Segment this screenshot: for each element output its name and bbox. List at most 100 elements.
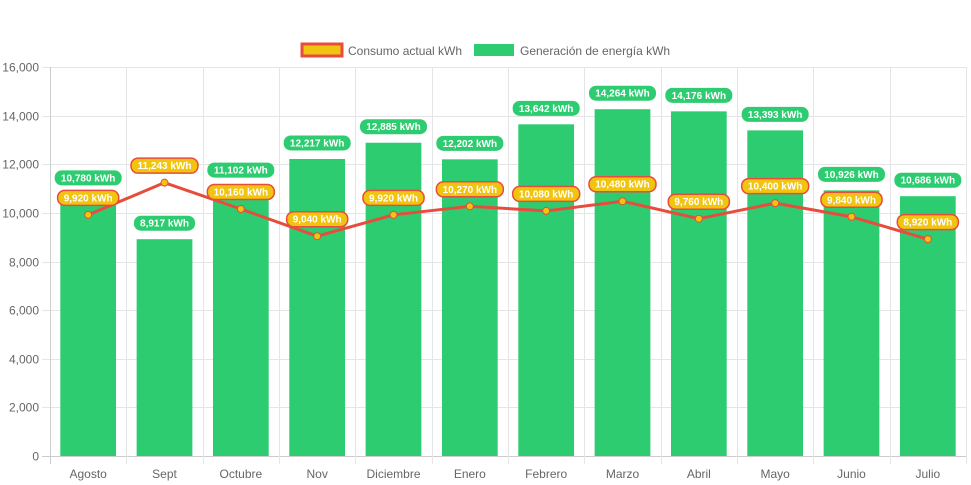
gridlines	[42, 67, 967, 464]
bar-data-label-bg	[512, 100, 580, 116]
legend-swatch-generacion	[474, 44, 514, 56]
x-tick-label: Abril	[687, 467, 711, 481]
bar-data-label-text: 10,926 kWh	[824, 170, 878, 181]
y-tick-label: 12,000	[2, 158, 39, 172]
line-data-label-bg	[285, 210, 349, 228]
line-data-label-text: 9,760 kWh	[674, 197, 723, 208]
line-data-label-text: 10,080 kWh	[519, 189, 573, 200]
line-path	[87, 181, 929, 241]
y-tick-label: 10,000	[2, 207, 39, 221]
bar-data-label-text: 10,686 kWh	[901, 176, 955, 187]
bar-data-label-bg	[894, 172, 962, 188]
bar	[289, 158, 346, 456]
bar	[594, 109, 651, 457]
line-data-label: 11,243 kWh	[130, 157, 199, 174]
line-data-label: 10,080 kWh	[511, 185, 581, 203]
line-data-label: 10,480 kWh	[588, 175, 657, 193]
line-data-label-bg	[362, 189, 425, 207]
legend-item-generacion[interactable]: Generación de energía kWh	[474, 44, 670, 58]
line-data-label-text: 9,920 kWh	[64, 193, 113, 204]
legend-label-generacion: Generación de energía kWh	[520, 44, 670, 58]
line-point	[542, 206, 551, 215]
bar-data-label-bg	[133, 215, 196, 231]
line-data-label: 9,920 kWh	[56, 189, 120, 207]
line-point	[923, 235, 932, 244]
bar-series-generacion	[60, 109, 956, 457]
bar-data-label-bg	[283, 135, 351, 151]
bar-data-label: 14,264 kWh	[589, 85, 656, 101]
bar-data-label-bg	[207, 162, 275, 178]
line-data-label: 10,160 kWh	[206, 183, 276, 201]
bar-data-label-text: 12,217 kWh	[290, 138, 344, 149]
bar-data-label: 10,926 kWh	[818, 166, 885, 182]
y-axis: 0 2,000 4,000 6,000 8,000 10,000 12,000 14,000 1…	[2, 61, 39, 464]
bar-data-label-text: 13,642 kWh	[519, 104, 573, 115]
line-point	[313, 232, 322, 241]
bar-data-label: 13,393 kWh	[741, 106, 809, 122]
bar-data-labels: 10,780 kWh 8,917 kWh 11,102 kWh 12,217 kWh 1…	[54, 85, 962, 231]
line-data-label-bg	[820, 191, 883, 209]
line-data-label-text: 10,270 kWh	[443, 185, 497, 196]
line-data-label: 9,040 kWh	[285, 210, 349, 228]
bar-data-label-bg	[665, 87, 733, 103]
bar-data-label-text: 8,917 kWh	[140, 219, 189, 230]
bar-data-label-text: 13,393 kWh	[748, 110, 802, 121]
bar-data-label: 12,202 kWh	[436, 135, 504, 151]
bar	[60, 193, 117, 456]
bar-data-label-text: 10,780 kWh	[61, 173, 115, 184]
bar-data-label: 13,642 kWh	[512, 100, 580, 116]
line-data-label-bg	[740, 177, 810, 195]
bar-data-label-text: 12,885 kWh	[366, 122, 420, 133]
line-point	[160, 178, 169, 187]
line-point	[771, 199, 780, 208]
bar-data-label-bg	[54, 170, 122, 186]
y-tick-label: 8,000	[9, 256, 39, 270]
line-data-labels: 9,920 kWh 11,243 kWh 10,160 kWh 9,040 kWh 9,…	[56, 157, 960, 231]
line-point	[465, 202, 474, 211]
line-data-label-bg	[588, 175, 657, 193]
line-data-label: 9,920 kWh	[362, 189, 425, 207]
x-tick-label: Nov	[306, 467, 327, 481]
line-data-label-bg	[511, 185, 581, 203]
bar	[136, 239, 193, 456]
bar	[518, 124, 575, 457]
bar	[212, 186, 269, 456]
x-tick-label: Febrero	[525, 467, 567, 481]
line-data-label-bg	[56, 189, 120, 207]
x-axis: Agosto Sept Octubre Nov Diciembre Enero Febrer…	[69, 467, 940, 481]
y-tick-label: 2,000	[9, 401, 39, 415]
line-point	[847, 212, 856, 221]
x-tick-label: Sept	[152, 467, 177, 481]
line-data-label-text: 9,840 kWh	[827, 195, 876, 206]
line-data-label-bg	[667, 193, 731, 210]
line-point	[236, 204, 245, 213]
bar-data-label-text: 14,264 kWh	[595, 89, 649, 100]
line-point	[389, 210, 398, 219]
line-point	[618, 197, 627, 206]
x-tick-label: Julio	[915, 467, 940, 481]
bar-data-label: 10,686 kWh	[894, 172, 962, 188]
line-series-consumo	[84, 178, 932, 244]
line-point	[694, 214, 703, 223]
line-data-label: 9,760 kWh	[667, 193, 731, 210]
line-data-label-bg	[435, 181, 505, 198]
bar-data-label-bg	[436, 135, 504, 151]
bar-data-label-bg	[818, 166, 885, 182]
bar-data-label: 12,217 kWh	[283, 135, 351, 151]
x-tick-label: Marzo	[606, 467, 640, 481]
bar-data-label: 12,885 kWh	[360, 119, 427, 135]
line-data-label-text: 10,480 kWh	[595, 180, 649, 191]
line-data-label-text: 9,040 kWh	[293, 215, 342, 226]
x-tick-label: Agosto	[69, 467, 107, 481]
bar-data-label-text: 11,102 kWh	[214, 166, 268, 177]
line-data-label-bg	[130, 157, 199, 174]
x-tick-label: Octubre	[219, 467, 262, 481]
y-tick-label: 16,000	[2, 61, 39, 75]
line-data-label: 9,840 kWh	[820, 191, 883, 209]
legend-item-consumo[interactable]: Consumo actual kWh	[300, 42, 462, 58]
bar-data-label: 14,176 kWh	[665, 87, 733, 103]
x-tick-label: Diciembre	[366, 467, 420, 481]
legend: Consumo actual kWh Generación de energía…	[300, 42, 670, 58]
bar-data-label-bg	[589, 85, 656, 101]
